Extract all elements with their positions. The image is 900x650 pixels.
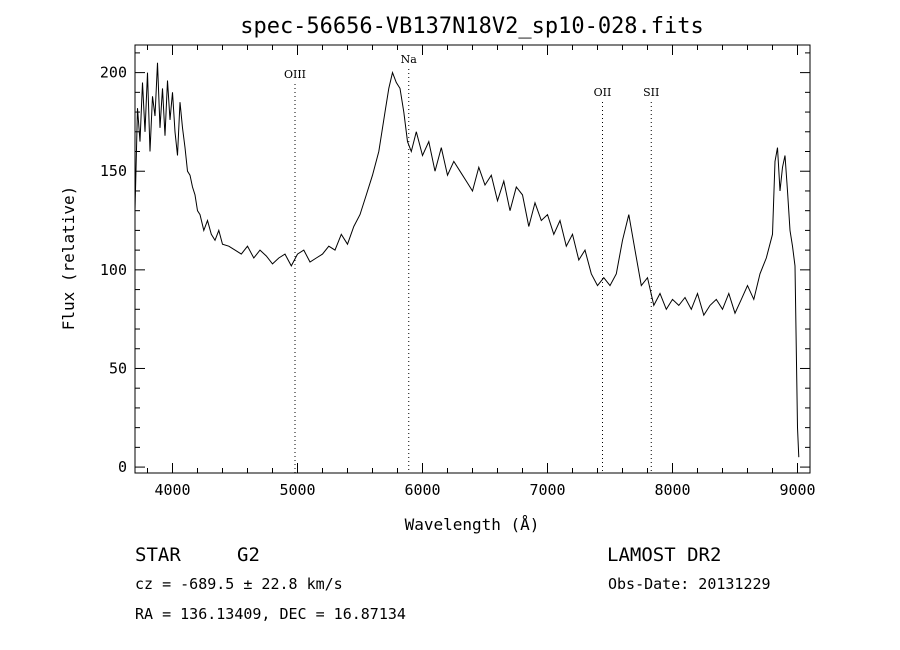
axis-ticks: 4000 5000 6000 7000 8000 9000 0 50 100 150 200 [100,45,816,499]
radial-velocity: cz = -689.5 ± 22.8 km/s [135,575,343,593]
object-class: STAR [135,544,181,566]
line-markers: OIII Na OII SII [284,53,659,473]
line-marker-label: Na [401,53,418,66]
x-tick-label: 5000 [279,481,315,499]
x-tick-label: 6000 [404,481,440,499]
flux-series-line [134,62,800,458]
plot-frame [134,44,811,474]
survey-name: LAMOST DR2 [607,544,721,566]
line-marker-label: OIII [284,68,306,81]
line-marker-label: OII [594,86,612,99]
x-axis-label: Wavelength (Å) [405,515,540,534]
y-tick-label: 200 [100,64,127,82]
sky-coordinates: RA = 136.13409, DEC = 16.87134 [135,605,406,623]
y-tick-label: 150 [100,162,127,180]
y-tick-label: 50 [109,359,127,377]
x-tick-label: 7000 [529,481,565,499]
y-axis-label: Flux (relative) [59,186,78,331]
x-tick-label: 9000 [779,481,815,499]
y-tick-label: 100 [100,261,127,279]
object-subclass: G2 [237,544,260,566]
x-tick-label: 4000 [154,481,190,499]
x-tick-label: 8000 [654,481,690,499]
observation-date: Obs-Date: 20131229 [608,575,771,593]
line-marker-label: SII [643,86,659,99]
y-tick-label: 0 [118,458,127,476]
chart-title: spec-56656-VB137N18V2_sp10-028.fits [240,14,704,39]
